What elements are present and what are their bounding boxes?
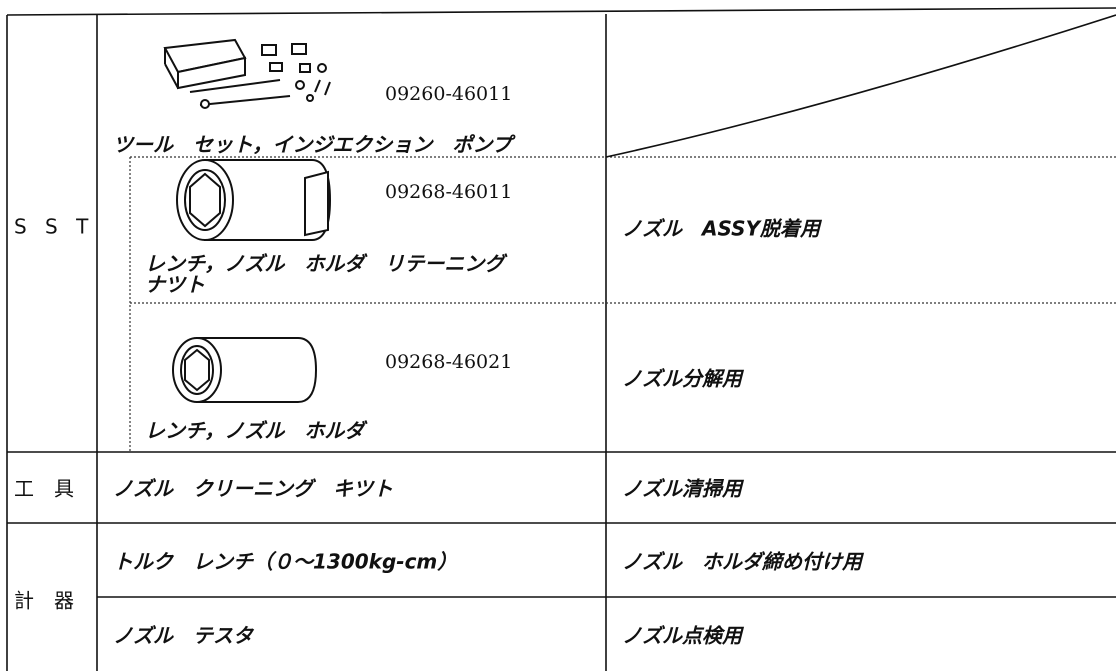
- part-number: 09268-46021: [385, 351, 512, 373]
- tool-name: ノズル クリーニング キツト: [113, 477, 393, 501]
- table-rules: [6, 7, 1116, 671]
- category-label: 工 具: [14, 477, 74, 501]
- socket-illustration: [172, 337, 318, 403]
- tool-name: レンチ，ノズル ホルダ リテーニング: [145, 252, 508, 276]
- table-top: [6, 7, 1116, 16]
- tool-use: ノズル分解用: [622, 367, 745, 391]
- tool-use: ノズル清掃用: [622, 477, 745, 501]
- tool-name: レンチ，ノズル ホルダ: [145, 419, 368, 443]
- tool-name: トルク レンチ（０～1300kg-cm）: [113, 550, 457, 574]
- category-label: S S T: [14, 215, 94, 239]
- tool-use: ノズル点検用: [622, 624, 745, 648]
- tool-set-illustration: [163, 38, 331, 109]
- category-label: 計 器: [14, 589, 74, 613]
- empty-cell-diagonal: [605, 14, 1116, 158]
- tool-name: ノズル テスタ: [113, 624, 255, 648]
- tool-name: ナツト: [145, 273, 205, 297]
- part-number: 09268-46011: [385, 181, 512, 203]
- socket-illustration: [176, 159, 332, 241]
- part-number: 09260-46011: [385, 83, 512, 105]
- tool-name: ツール セット，インジエクション ポンプ: [113, 133, 516, 157]
- tool-use: ノズル ASSY脱着用: [622, 217, 823, 241]
- tool-use: ノズル ホルダ締め付け用: [622, 550, 865, 574]
